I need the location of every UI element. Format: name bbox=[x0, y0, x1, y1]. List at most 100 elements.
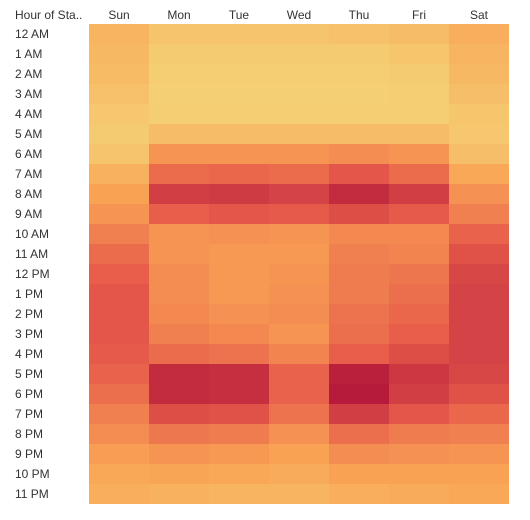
heatmap-cell bbox=[89, 164, 149, 184]
heatmap-cell bbox=[209, 44, 269, 64]
heatmap-cell bbox=[89, 324, 149, 344]
heatmap-cell bbox=[389, 164, 449, 184]
heatmap-cell bbox=[89, 344, 149, 364]
row-label: 8 PM bbox=[15, 427, 43, 441]
heatmap-cell bbox=[209, 144, 269, 164]
heatmap-cell bbox=[329, 404, 389, 424]
heatmap-cell bbox=[149, 244, 209, 264]
heatmap-cell bbox=[449, 244, 509, 264]
heatmap-cell bbox=[89, 204, 149, 224]
heatmap-cell bbox=[89, 184, 149, 204]
heatmap-cell bbox=[269, 224, 329, 244]
heatmap-cell bbox=[449, 464, 509, 484]
heatmap-cell bbox=[149, 164, 209, 184]
heatmap-cell bbox=[269, 104, 329, 124]
heatmap-cell bbox=[149, 284, 209, 304]
heatmap-cell bbox=[269, 324, 329, 344]
heatmap-cell bbox=[449, 164, 509, 184]
heatmap-cell bbox=[389, 284, 449, 304]
heatmap-cell bbox=[449, 324, 509, 344]
heatmap-cell bbox=[329, 144, 389, 164]
row-label: 9 AM bbox=[15, 207, 42, 221]
heatmap-cell bbox=[329, 184, 389, 204]
heatmap-cell bbox=[269, 24, 329, 44]
heatmap-cell bbox=[389, 344, 449, 364]
row-label: 8 AM bbox=[15, 187, 42, 201]
heatmap-cell bbox=[149, 464, 209, 484]
row-label: 7 PM bbox=[15, 407, 43, 421]
heatmap-cell bbox=[449, 424, 509, 444]
heatmap-cell bbox=[89, 24, 149, 44]
heatmap-cell bbox=[209, 64, 269, 84]
row-label: 12 PM bbox=[15, 267, 50, 281]
heatmap-cell bbox=[149, 64, 209, 84]
heatmap-cell bbox=[89, 244, 149, 264]
heatmap-cell bbox=[269, 244, 329, 264]
heatmap-cell bbox=[329, 364, 389, 384]
heatmap-cell bbox=[149, 24, 209, 44]
row-label: 11 AM bbox=[15, 247, 48, 261]
heatmap-cell bbox=[209, 484, 269, 504]
heatmap-cell bbox=[149, 264, 209, 284]
column-header-fri: Fri bbox=[412, 8, 426, 22]
heatmap-cell bbox=[209, 364, 269, 384]
heatmap-cell bbox=[209, 224, 269, 244]
heatmap-cell bbox=[329, 344, 389, 364]
heatmap-cell bbox=[449, 124, 509, 144]
heatmap-cell bbox=[89, 384, 149, 404]
heatmap-cell bbox=[329, 104, 389, 124]
heatmap-cell bbox=[209, 204, 269, 224]
heatmap-cell bbox=[209, 84, 269, 104]
heatmap-cell bbox=[149, 424, 209, 444]
heatmap-cell bbox=[209, 464, 269, 484]
heatmap-cell bbox=[389, 304, 449, 324]
row-label: 9 PM bbox=[15, 447, 43, 461]
heatmap-cell bbox=[389, 224, 449, 244]
heatmap-cell bbox=[389, 444, 449, 464]
heatmap-cell bbox=[269, 404, 329, 424]
heatmap-cell bbox=[389, 144, 449, 164]
row-label: 3 AM bbox=[15, 87, 42, 101]
heatmap-cell bbox=[149, 224, 209, 244]
heatmap-cell bbox=[329, 44, 389, 64]
heatmap-cell bbox=[449, 344, 509, 364]
heatmap-cell bbox=[89, 44, 149, 64]
heatmap-cell bbox=[389, 24, 449, 44]
heatmap-cell bbox=[89, 444, 149, 464]
row-label: 6 AM bbox=[15, 147, 42, 161]
heatmap-cell bbox=[269, 144, 329, 164]
heatmap-cell bbox=[389, 124, 449, 144]
heatmap-cell bbox=[149, 104, 209, 124]
row-label: 3 PM bbox=[15, 327, 43, 341]
heatmap-cell bbox=[89, 484, 149, 504]
heatmap-cell bbox=[209, 444, 269, 464]
heatmap-cell bbox=[389, 104, 449, 124]
heatmap-cell bbox=[449, 144, 509, 164]
heatmap-cell bbox=[449, 444, 509, 464]
heatmap-cell bbox=[269, 304, 329, 324]
heatmap-cell bbox=[149, 364, 209, 384]
heatmap-cell bbox=[449, 264, 509, 284]
heatmap-cell bbox=[389, 184, 449, 204]
heatmap-cell bbox=[209, 344, 269, 364]
row-label: 6 PM bbox=[15, 387, 43, 401]
heatmap-cell bbox=[269, 464, 329, 484]
heatmap-cell bbox=[329, 284, 389, 304]
heatmap-cell bbox=[389, 244, 449, 264]
heatmap-cell bbox=[209, 104, 269, 124]
heatmap-cell bbox=[89, 84, 149, 104]
heatmap-cell bbox=[389, 464, 449, 484]
row-label: 2 AM bbox=[15, 67, 42, 81]
heatmap-cell bbox=[89, 124, 149, 144]
heatmap-cell bbox=[389, 204, 449, 224]
column-header-thu: Thu bbox=[349, 8, 370, 22]
heatmap-cell bbox=[149, 204, 209, 224]
heatmap-cell bbox=[329, 484, 389, 504]
heatmap-cell bbox=[449, 364, 509, 384]
heatmap-cell bbox=[449, 24, 509, 44]
row-header-label: Hour of Sta.. bbox=[15, 8, 82, 22]
heatmap-cell bbox=[449, 224, 509, 244]
heatmap-cell bbox=[269, 204, 329, 224]
heatmap-cell bbox=[269, 424, 329, 444]
